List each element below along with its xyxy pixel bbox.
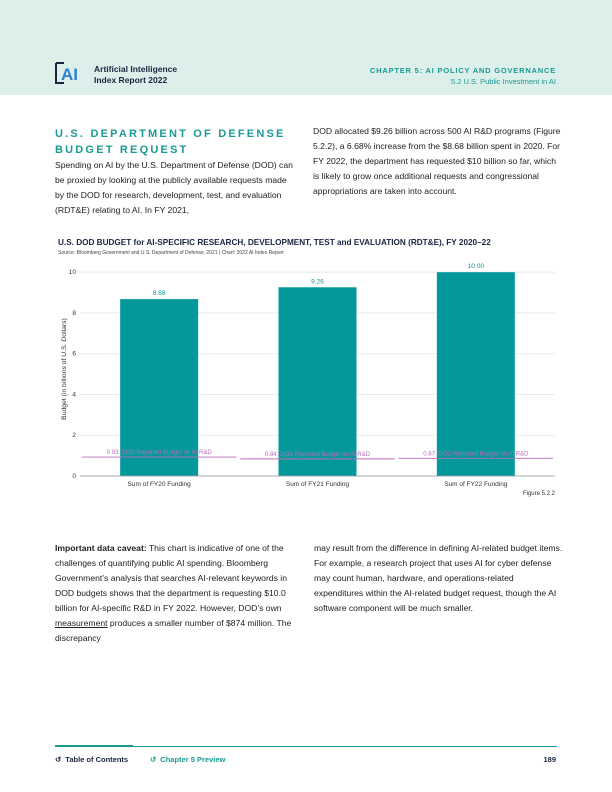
x-tick-label: Sum of FY22 Funding [444, 481, 508, 488]
section-title: U.S. DEPARTMENT OF DEFENSE BUDGET REQUES… [55, 126, 295, 158]
section-title-line2: BUDGET REQUEST [55, 144, 189, 156]
table-of-contents-link[interactable]: ↺ Table of Contents [55, 755, 128, 764]
chapter-preview-link[interactable]: ↺ Chapter 5 Preview [150, 755, 225, 764]
report-title-line2: Index Report 2022 [94, 74, 168, 85]
measurement-link[interactable]: measurement [55, 618, 108, 628]
y-tick-label: 6 [72, 351, 76, 358]
chapter-heading: CHAPTER 5: AI POLICY AND GOVERNANCE 5.2 … [370, 66, 556, 86]
reference-label: 0.84: DOD Reported Budget on AI R&D [265, 452, 371, 458]
intro-paragraph-right: DOD allocated $9.26 billion across 500 A… [313, 126, 561, 196]
page-number: 189 [543, 755, 556, 764]
report-title: Artificial Intelligence Index Report 202… [94, 64, 177, 85]
y-axis-label: Budget (in billions of U.S. Dollars) [61, 318, 68, 420]
y-tick-label: 0 [72, 473, 76, 480]
bar [278, 287, 357, 476]
intro-paragraph-left: Spending on AI by the U.S. Department of… [55, 160, 293, 215]
return-arrow-icon: ↺ [150, 755, 157, 764]
preview-label: Chapter 5 Preview [160, 755, 226, 764]
bar-value-label: 8.68 [153, 290, 166, 297]
caveat-paragraph-right: may result from the difference in defini… [314, 543, 563, 613]
return-arrow-icon: ↺ [55, 755, 62, 764]
y-tick-label: 4 [72, 391, 76, 398]
chart-title: U.S. DOD BUDGET for AI-SPECIFIC RESEARCH… [58, 238, 491, 247]
ai-index-logo: AI [55, 62, 78, 84]
footer-divider [55, 746, 557, 747]
caveat-bold: Important data caveat: [55, 543, 147, 553]
logo-text: AI [61, 65, 78, 84]
figure-label: Figure 5.2.2 [522, 491, 555, 497]
caveat-paragraph-left: Important data caveat: This chart is ind… [55, 541, 300, 646]
toc-label: Table of Contents [65, 755, 129, 764]
footer-accent [55, 745, 133, 747]
x-tick-label: Sum of FY20 Funding [128, 481, 192, 488]
bar [120, 299, 199, 476]
chart-source: Source: Bloomberg Government and U.S. De… [58, 250, 284, 256]
reference-label: 0.87: DOD Reported Budget on AI R&D [423, 451, 529, 457]
section-subtitle: 5.2 U.S. Public Investment in AI [450, 77, 556, 86]
y-tick-label: 8 [72, 310, 76, 317]
page-header [0, 0, 612, 95]
x-tick-label: Sum of FY21 Funding [286, 481, 350, 488]
y-tick-label: 2 [72, 432, 76, 439]
bar-value-label: 9.26 [311, 278, 324, 285]
reference-label: 0.93: DOD Reported Budget on AI R&D [107, 450, 213, 456]
chapter-title: CHAPTER 5: AI POLICY AND GOVERNANCE [369, 66, 556, 75]
caveat-text-end: produces a smaller number of $874 millio… [55, 618, 292, 643]
section-title-line1: U.S. DEPARTMENT OF DEFENSE [55, 128, 286, 140]
y-tick-label: 10 [69, 269, 77, 276]
caveat-text: This chart is indicative of one of the c… [55, 543, 287, 613]
bar [436, 272, 515, 476]
bar-value-label: 10.00 [468, 263, 485, 270]
report-title-line1: Artificial Intelligence [94, 64, 178, 74]
